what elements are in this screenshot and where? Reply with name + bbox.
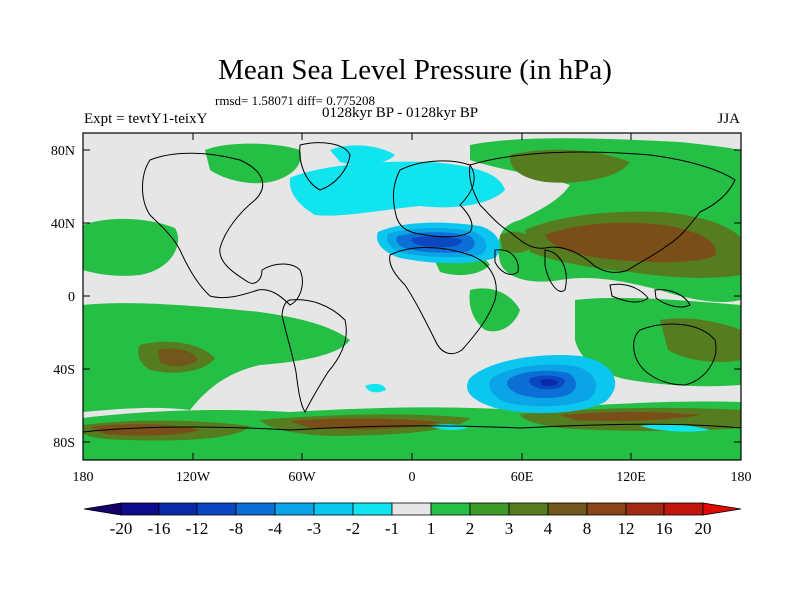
lat-label-80s: 80S — [53, 436, 75, 451]
stats-text: rmsd= 1.58071 diff= 0.775208 — [215, 93, 375, 108]
colorbar-box — [547, 502, 588, 516]
colorbar-arrow-left — [83, 502, 122, 516]
coastlines — [83, 142, 741, 433]
lon-label-60e: 60E — [511, 470, 534, 485]
colorbar-label: 12 — [618, 519, 635, 538]
field-blue-region — [540, 378, 558, 386]
colorbar-box — [430, 502, 471, 516]
colorbar-label: -3 — [307, 519, 321, 538]
season-label: JJA — [717, 111, 740, 127]
colorbar-label: -12 — [186, 519, 209, 538]
colorbar-box — [235, 502, 276, 516]
colorbar-label: 1 — [427, 519, 436, 538]
field-brown-region — [545, 222, 716, 263]
colorbar-arrow-right — [702, 502, 742, 516]
lon-label-180w: 180 — [73, 470, 94, 485]
colorbar-label: 3 — [505, 519, 514, 538]
colorbar-label: 8 — [583, 519, 592, 538]
colorbar-box — [120, 502, 160, 516]
lon-label-0: 0 — [409, 470, 416, 485]
colorbar-label: -2 — [346, 519, 360, 538]
field-cyan-region — [640, 424, 710, 432]
field-green-region — [83, 218, 179, 276]
field-cyan-region — [289, 161, 505, 216]
colorbar-box — [508, 502, 549, 516]
field-olive-region — [660, 318, 741, 362]
colorbar-label: -20 — [110, 519, 133, 538]
colorbar-box — [352, 502, 393, 516]
colorbar-label: 2 — [466, 519, 475, 538]
colorbar-label: -8 — [229, 519, 243, 538]
lon-label-120e: 120E — [616, 470, 646, 485]
colorbar-box — [274, 502, 315, 516]
colorbar-label: 16 — [656, 519, 673, 538]
colorbar-box — [586, 502, 627, 516]
field-brown-region — [158, 348, 198, 367]
pressure-field — [83, 133, 741, 460]
lat-label-40s: 40S — [53, 363, 75, 378]
colorbar — [83, 502, 742, 516]
field-green-region — [83, 303, 350, 412]
colorbar-box — [158, 502, 198, 516]
field-brown-region — [290, 418, 440, 430]
lat-label-40n: 40N — [51, 217, 75, 232]
experiment-label: Expt = tevtY1-teixY — [84, 111, 208, 127]
colorbar-box — [313, 502, 354, 516]
field-blue-region — [411, 236, 462, 248]
field-green-region — [469, 288, 520, 332]
lat-label-0: 0 — [68, 290, 75, 305]
field-cyan-region — [365, 383, 386, 393]
colorbar-box — [625, 502, 665, 516]
lon-label-180e: 180 — [731, 470, 752, 485]
field-brown-region — [560, 412, 700, 421]
colorbar-label: 4 — [544, 519, 553, 538]
colorbar-labels: -20 -16 -12 -8 -4 -3 -2 -1 1 2 3 4 8 12 … — [110, 519, 712, 538]
colorbar-label: 20 — [695, 519, 712, 538]
colorbar-box — [196, 502, 237, 516]
lon-label-120w: 120W — [176, 470, 211, 485]
colorbar-label: -4 — [268, 519, 283, 538]
colorbar-label: -1 — [385, 519, 399, 538]
latitude-axis — [83, 149, 741, 443]
colorbar-box — [391, 502, 432, 516]
field-green-region — [205, 143, 301, 184]
map-title: Mean Sea Level Pressure (in hPa) — [218, 54, 612, 86]
field-olive-region — [509, 149, 630, 183]
period-label: 0128kyr BP - 0128kyr BP — [322, 105, 479, 121]
colorbar-box — [663, 502, 704, 516]
lat-label-80n: 80N — [51, 144, 75, 159]
colorbar-box — [469, 502, 510, 516]
colorbar-label: -16 — [148, 519, 171, 538]
longitude-axis — [82, 133, 742, 460]
lon-label-60w: 60W — [288, 470, 316, 485]
field-olive-region — [500, 231, 535, 253]
